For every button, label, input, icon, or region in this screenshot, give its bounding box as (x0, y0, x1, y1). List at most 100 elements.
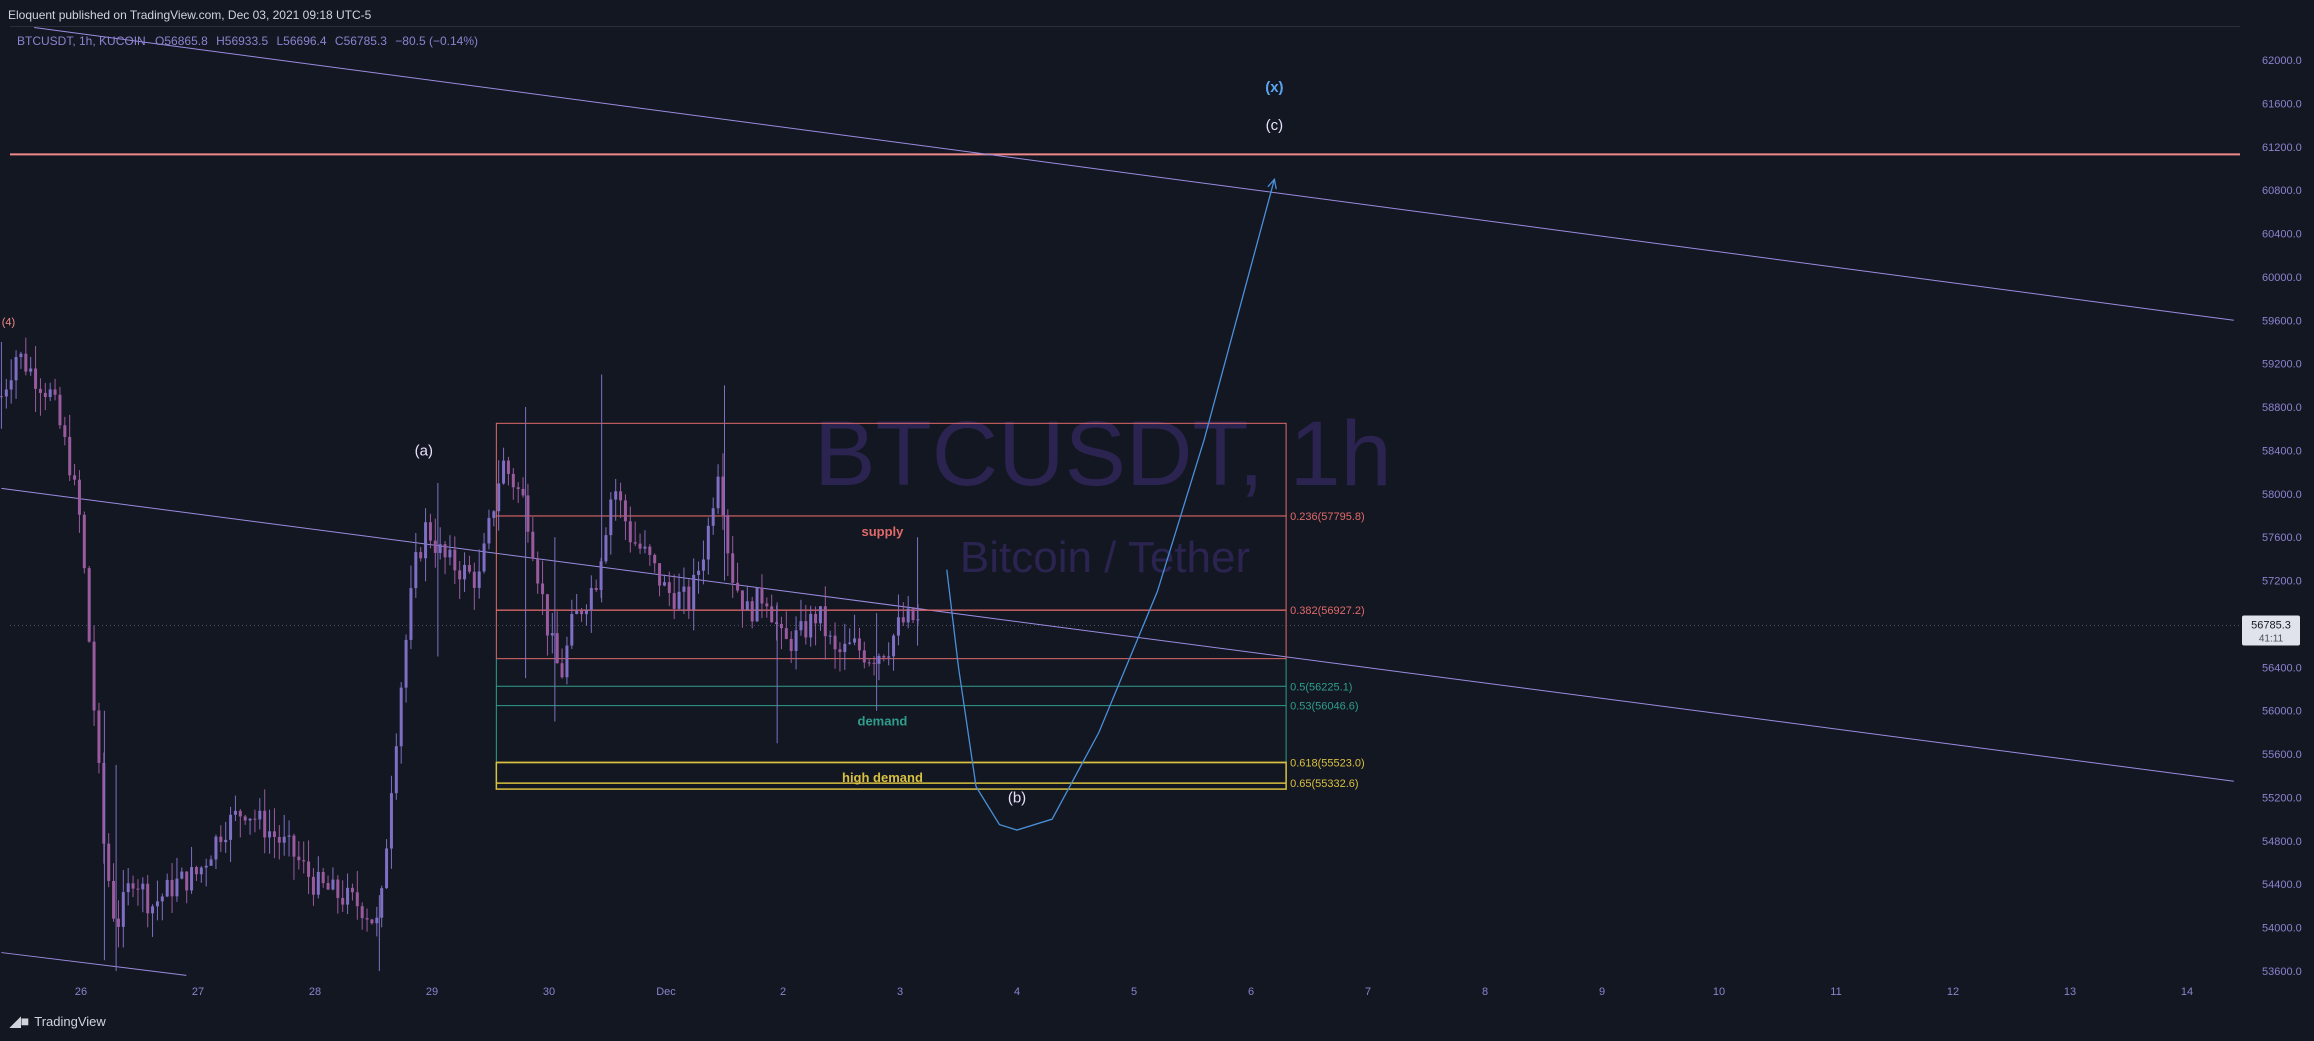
candle-body (233, 810, 237, 815)
candle-body (53, 389, 57, 395)
candle-body (389, 793, 393, 849)
zone-label: high demand (842, 770, 923, 785)
candle-body (867, 662, 871, 664)
candle-body (146, 883, 150, 914)
candle-body (419, 552, 423, 559)
candle-body (682, 586, 686, 592)
candle-body (497, 483, 501, 512)
candle-body (458, 570, 462, 580)
candle-body (901, 617, 905, 623)
candle-body (68, 436, 72, 476)
candle-body (555, 633, 559, 664)
candle-body (667, 582, 671, 594)
candle-body (292, 835, 296, 857)
tradingview-logo-icon: ◢■ (10, 1013, 30, 1029)
x-tick-label: 5 (1131, 986, 1137, 998)
candle-body (687, 586, 691, 610)
candle-body (355, 892, 359, 907)
candle-body (107, 843, 111, 881)
candle-body (365, 918, 369, 920)
y-tick-label: 58000.0 (2262, 489, 2302, 501)
candle-body (526, 495, 530, 532)
zone-label: supply (861, 524, 904, 539)
y-tick-label: 53600.0 (2262, 966, 2302, 978)
ohlc-low: L56696.4 (277, 34, 327, 48)
x-tick-label: 6 (1248, 986, 1254, 998)
x-tick-label: 4 (1014, 986, 1020, 998)
projection-path (946, 179, 1276, 831)
candle-body (677, 591, 681, 609)
x-tick-label: 9 (1599, 986, 1605, 998)
candle-body (643, 546, 647, 549)
candle-body (29, 368, 33, 372)
y-tick-label: 60800.0 (2262, 185, 2302, 197)
candle-body (112, 880, 116, 919)
candle-body (307, 861, 311, 877)
y-tick-label: 58400.0 (2262, 445, 2302, 457)
candle-body (853, 638, 857, 643)
candle-body (716, 476, 720, 509)
candle-body (726, 515, 730, 554)
candle-body (375, 917, 379, 924)
candle-body (653, 554, 657, 564)
wave-label: (b) (1008, 789, 1026, 806)
y-tick-label: 57600.0 (2262, 532, 2302, 544)
candle-body (740, 590, 744, 610)
candle-body (170, 879, 174, 897)
candle-body (370, 919, 374, 924)
fib-supply-lower (495, 609, 1287, 660)
candle-body (565, 645, 569, 678)
candle-body (506, 460, 510, 474)
candle-body (258, 810, 262, 820)
candle-body (224, 839, 228, 843)
candle-body (175, 878, 179, 897)
candle-body (521, 488, 525, 496)
candle-body (560, 663, 564, 678)
candle-body (599, 561, 603, 590)
footer-bar (0, 1007, 2314, 1041)
candle-body (165, 879, 169, 897)
candle-body (219, 836, 223, 843)
candle-body (380, 888, 384, 918)
publish-header: Eloquent published on TradingView.com, D… (0, 0, 2314, 26)
candle-body (775, 622, 779, 624)
publish-info: Eloquent published on TradingView.com, D… (8, 8, 372, 22)
last-price-tag (2242, 615, 2300, 646)
candle-body (92, 641, 96, 711)
candle-body (253, 818, 257, 820)
last-price-value: 56785.3 (2251, 620, 2291, 632)
candle-body (463, 564, 467, 580)
x-tick-label: 2 (780, 986, 786, 998)
candle-body (214, 836, 218, 860)
candle-body (531, 531, 535, 559)
candle-body (550, 633, 554, 636)
candle-body (394, 746, 398, 794)
candle-body (862, 650, 866, 663)
svg-text:BTCUSDT, 1h, KUCOIN O568: BTCUSDT, 1h, KUCOIN O56865.8 H56933.5 L5… (17, 34, 478, 48)
candle-body (194, 867, 198, 875)
candle-body (809, 613, 813, 638)
candle-body (346, 887, 350, 905)
y-tick-label: 57200.0 (2262, 576, 2302, 588)
candle-body (385, 848, 389, 889)
candle-body (141, 883, 145, 890)
candle-body (121, 892, 125, 927)
candle-body (38, 388, 42, 393)
candle-body (575, 610, 579, 615)
candle-body (326, 883, 330, 890)
candle-body (151, 906, 155, 914)
ohlc-close: C56785.3 (335, 34, 387, 48)
tradingview-logo[interactable]: ◢■ TradingView (10, 1013, 106, 1030)
y-tick-label: 61200.0 (2262, 142, 2302, 154)
candle-body (350, 887, 354, 893)
x-tick-label: 28 (309, 986, 321, 998)
candle-body (155, 901, 159, 907)
candle-body (404, 639, 408, 688)
y-tick-label: 60000.0 (2262, 272, 2302, 284)
candle-body (570, 614, 574, 646)
high-demand-box (495, 761, 1287, 790)
candle-body (545, 594, 549, 636)
candle-body (789, 638, 793, 652)
bar-countdown: 41:11 (2259, 634, 2284, 645)
